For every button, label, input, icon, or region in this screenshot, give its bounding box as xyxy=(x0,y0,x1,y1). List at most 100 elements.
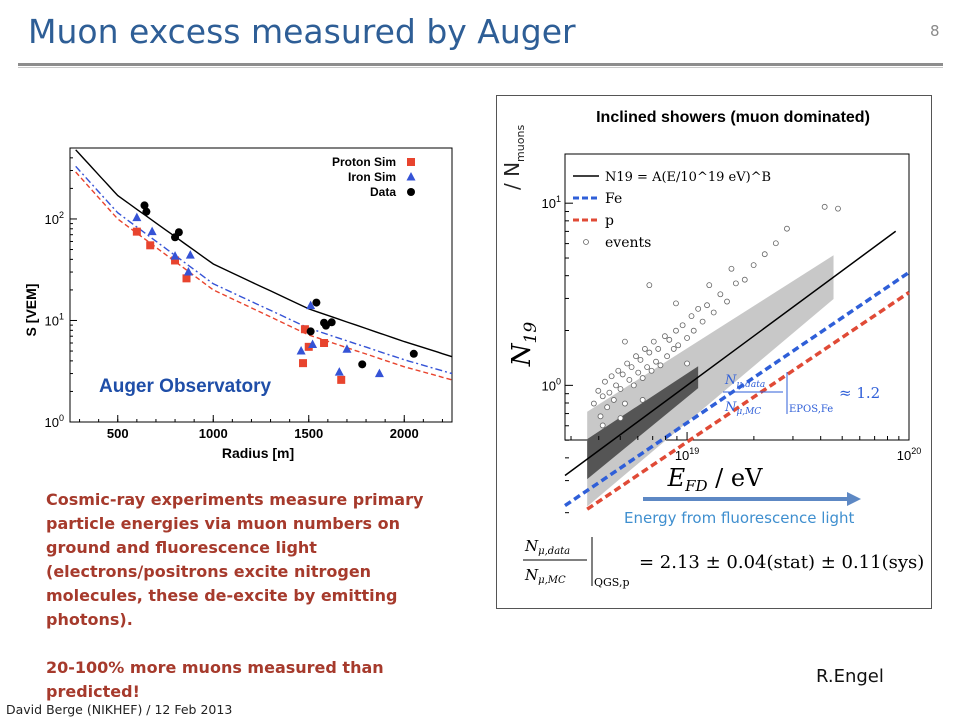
chart-axis-ticks: 500 1000 1500 2000 100 101 102 xyxy=(45,157,443,441)
iron-point xyxy=(306,300,316,310)
event-point xyxy=(622,338,628,345)
inclined-showers-chart: Inclined showers (muon dominated) N19 = … xyxy=(507,109,924,589)
legend-label: Fe xyxy=(605,191,622,207)
iron-fit-line xyxy=(75,165,453,375)
title-divider xyxy=(18,63,943,66)
y-tick-label: 100 xyxy=(542,376,561,393)
event-point xyxy=(741,276,748,283)
event-point xyxy=(615,367,622,374)
chart-annotation: Auger Observatory xyxy=(99,376,272,397)
fit-line xyxy=(564,230,897,477)
event-point xyxy=(599,393,606,400)
energy-arrow xyxy=(643,492,861,506)
event-point xyxy=(724,298,730,305)
event-point xyxy=(646,282,653,289)
event-point xyxy=(610,397,617,403)
nmuons-subscript: muons xyxy=(514,124,527,162)
iron-point xyxy=(185,250,195,259)
event-points xyxy=(590,203,841,429)
event-point xyxy=(664,353,670,360)
event-point xyxy=(653,358,659,365)
event-point xyxy=(641,346,648,352)
y-tick-label: 102 xyxy=(45,210,64,227)
svg-text:Nμ,MC: Nμ,MC xyxy=(524,566,566,586)
y-tick-label: 101 xyxy=(542,194,561,211)
y-tick-label: 101 xyxy=(45,311,64,328)
iron-point xyxy=(183,267,193,276)
event-point xyxy=(637,356,644,363)
event-point xyxy=(728,265,735,272)
chart-fit-lines xyxy=(75,149,453,381)
credit: R.Engel xyxy=(816,666,884,687)
svg-text:≈ 1.2: ≈ 1.2 xyxy=(839,384,880,402)
legend-label: Iron Sim xyxy=(348,170,396,184)
event-point xyxy=(761,251,768,258)
event-point xyxy=(750,262,757,269)
data-point xyxy=(409,349,418,358)
x-tick-label: 1000 xyxy=(199,426,228,441)
event-point xyxy=(670,346,677,352)
x-tick-label: 1500 xyxy=(294,426,323,441)
title-divider-shadow xyxy=(18,67,943,68)
svg-text:Nμ,data: Nμ,data xyxy=(524,537,570,557)
slide-title: Muon excess measured by Auger xyxy=(28,12,576,51)
Fe-line xyxy=(564,270,910,508)
iron-point xyxy=(308,339,318,348)
proton-point xyxy=(320,339,329,348)
legend-marker xyxy=(407,188,415,196)
body-paragraph-1: Cosmic-ray experiments measure primary p… xyxy=(46,490,424,629)
svg-text:QGS,p: QGS,p xyxy=(594,576,630,589)
x-tick-label: 1019 xyxy=(675,446,699,463)
event-point xyxy=(684,335,690,341)
event-point xyxy=(717,291,724,298)
x-tick-label: 500 xyxy=(107,426,129,441)
chart-legend: N19 = A(E/10^19 eV)^B Fe p events xyxy=(573,170,771,251)
chart-axis-ticks: 1019 1020 100 101 xyxy=(542,194,921,514)
data-point xyxy=(306,327,315,336)
slide-number: 8 xyxy=(930,22,940,40)
footer: David Berge (NIKHEF) / 12 Feb 2013 xyxy=(6,702,233,717)
event-point xyxy=(835,205,841,212)
svg-text:EPOS,Fe: EPOS,Fe xyxy=(789,404,833,415)
event-point xyxy=(626,376,633,383)
event-point xyxy=(644,364,651,371)
y-tick-label: 100 xyxy=(45,413,64,430)
inner-band xyxy=(587,366,699,480)
y-axis-label: N19 xyxy=(507,322,541,368)
proton-point xyxy=(182,274,191,283)
proton-point xyxy=(132,227,141,236)
event-point xyxy=(650,338,657,345)
event-point xyxy=(688,313,695,320)
event-point xyxy=(624,360,631,367)
x-axis-label: EFD / eV xyxy=(667,464,764,495)
chart-points xyxy=(132,201,418,384)
legend-marker xyxy=(406,172,416,181)
event-point xyxy=(599,422,606,429)
event-point xyxy=(608,373,615,380)
event-point xyxy=(590,400,597,407)
event-point xyxy=(679,322,686,329)
event-point xyxy=(699,318,706,325)
proton-point xyxy=(146,241,155,250)
legend-label: p xyxy=(605,213,614,229)
event-point xyxy=(635,369,642,376)
event-point xyxy=(617,415,624,422)
event-point xyxy=(666,336,673,343)
event-point xyxy=(673,327,679,334)
iron-point xyxy=(342,344,352,353)
x-tick-label: 2000 xyxy=(390,426,419,441)
y-axis-label: S [VEM] xyxy=(23,284,39,337)
event-point xyxy=(684,360,690,367)
event-point xyxy=(772,240,779,247)
event-point xyxy=(657,362,664,369)
event-point xyxy=(630,382,637,389)
event-point xyxy=(597,413,604,420)
data-point xyxy=(312,298,321,307)
plot-area xyxy=(69,147,453,423)
event-point xyxy=(613,382,619,389)
event-point xyxy=(784,225,790,232)
iron-point xyxy=(374,368,384,378)
body-text: Cosmic-ray experiments measure primary p… xyxy=(46,488,426,704)
iron-point xyxy=(170,251,180,260)
data-point xyxy=(327,318,336,327)
